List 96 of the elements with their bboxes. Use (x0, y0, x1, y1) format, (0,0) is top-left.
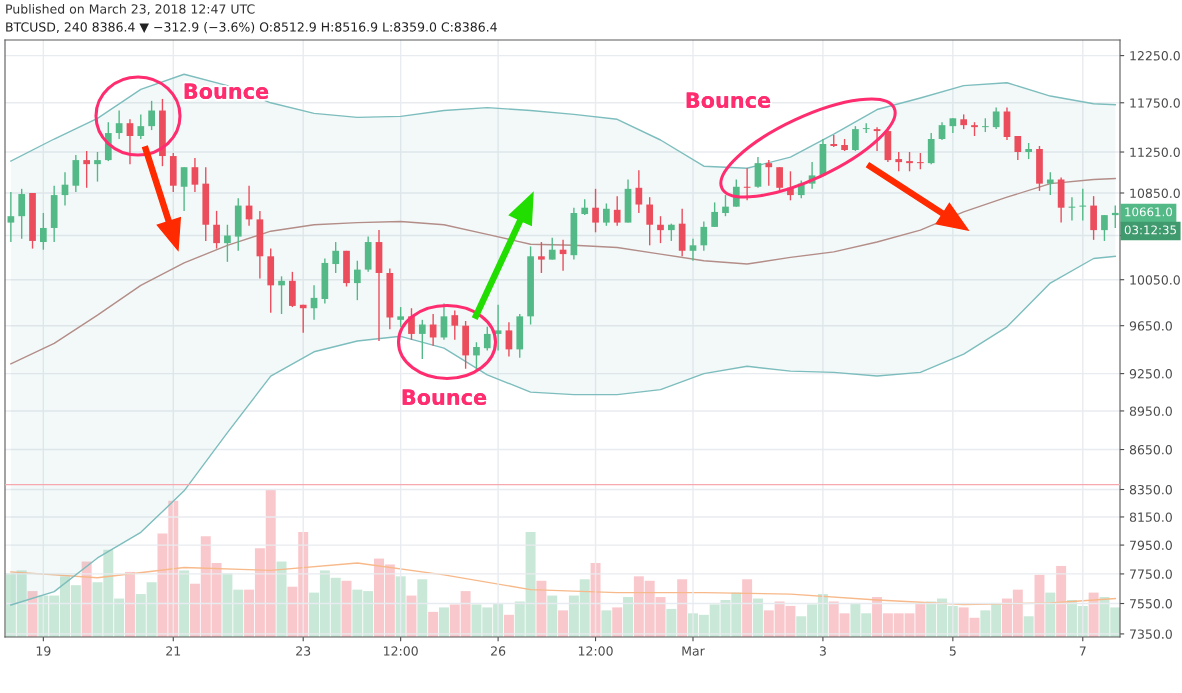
y-tick-label: 10850.0 (1130, 188, 1180, 198)
x-tick-label: Mar (682, 646, 705, 656)
candlestick (906, 151, 913, 172)
bar (547, 595, 558, 637)
line-series (10, 73, 1116, 169)
y-tick-label: 7550.0 (1130, 598, 1172, 609)
candlestick (689, 238, 697, 262)
candlestick (711, 201, 718, 228)
bar (179, 570, 190, 637)
bar (677, 579, 688, 637)
y-tick-label: 8950.0 (1129, 406, 1172, 416)
candlestick (451, 309, 459, 341)
line-series (10, 177, 1116, 365)
y-tick-label: 8150.0 (1129, 512, 1172, 522)
candlestick (483, 326, 491, 352)
candlestick (852, 125, 859, 152)
candlestick (603, 202, 610, 227)
candlestick (353, 260, 361, 301)
x-tick-label: 3 (819, 646, 826, 656)
bar (601, 610, 612, 637)
candlestick (213, 210, 220, 250)
chart-title: Published on March 23, 2018 12:47 UTC (6, 4, 255, 15)
candlestick (873, 126, 881, 152)
candlestick (635, 169, 643, 214)
candlestick (494, 304, 502, 352)
candlestick (115, 109, 123, 140)
x-tick-label: 19 (36, 646, 51, 656)
annotation: Bounce (402, 389, 487, 406)
bar (417, 579, 428, 637)
candlestick (397, 306, 405, 328)
candlestick (418, 319, 426, 360)
candlestick (538, 241, 545, 274)
annotation: 10661.0 (1125, 207, 1173, 217)
candlestick (1046, 171, 1054, 196)
candlestick (613, 195, 621, 227)
bar (1034, 574, 1045, 637)
bar (406, 595, 417, 637)
text: 03:12:35 (1124, 225, 1176, 235)
candlestick (224, 224, 231, 263)
x-tick-label: 21 (166, 646, 181, 656)
candlestick (148, 100, 155, 131)
annotation: Bounce (686, 92, 771, 109)
x-tick-label: 7 (1079, 646, 1086, 656)
y-tick-label: 11750.0 (1130, 98, 1180, 108)
candlestick (765, 159, 773, 187)
y-tick-label: 8650.0 (1129, 445, 1172, 455)
candlestick (126, 118, 134, 165)
candlestick (776, 166, 783, 193)
y-tick-label: 11250.0 (1130, 147, 1180, 157)
bar (276, 561, 287, 637)
y-tick-label: 7350.0 (1130, 629, 1172, 639)
y-tick-label: 9250.0 (1129, 369, 1172, 379)
bar (558, 610, 569, 637)
candlestick (299, 304, 307, 334)
candlestick (83, 150, 91, 189)
candlestick (180, 166, 188, 212)
x-tick-label: 5 (949, 646, 956, 656)
bar (438, 607, 449, 637)
candlestick (18, 188, 26, 240)
candlestick (1079, 188, 1087, 222)
y-tick-label: 12250.0 (1130, 51, 1180, 61)
bar (1056, 565, 1067, 637)
line-series (10, 255, 1116, 606)
candlestick (473, 341, 480, 371)
bar (623, 597, 634, 637)
candlestick (700, 220, 708, 252)
bar (124, 571, 135, 637)
candlestick (137, 113, 145, 140)
y-tick-label: 10050.0 (1130, 275, 1180, 285)
x-tick-label: 23 (296, 646, 311, 656)
x-tick-label: 12:00 (578, 646, 613, 656)
candlestick (39, 212, 47, 251)
candlestick (646, 196, 654, 247)
y-tick-label: 9650.0 (1129, 321, 1172, 331)
x-tick-label: 26 (491, 646, 506, 656)
bar (612, 607, 623, 637)
candlestick (754, 156, 762, 189)
chart-subtitle: BTCUSD, 240 8386.4 ▼ −312.9 (−3.6%) O:8512.9 H:8516.9 L:8359.0 C:8386.4 (6, 22, 497, 34)
candlestick (191, 157, 199, 193)
candlestick (992, 106, 1000, 130)
candlestick (722, 194, 729, 217)
candlestick (895, 151, 903, 172)
candlestick (332, 241, 340, 274)
y-tick-label: 7950.0 (1130, 540, 1172, 550)
candlestick (278, 275, 285, 315)
bar (742, 579, 753, 637)
candlestick (548, 236, 556, 261)
candlestick (1014, 135, 1022, 161)
x-tick-label: 12:00 (384, 646, 418, 656)
y-tick-label: 7750.0 (1130, 569, 1172, 579)
candlestick (1101, 214, 1108, 242)
candlestick (7, 191, 15, 243)
candlestick (94, 151, 101, 183)
y-tick-label: 8350.0 (1129, 484, 1172, 495)
candlestick (657, 215, 664, 244)
candlestick (592, 188, 599, 233)
